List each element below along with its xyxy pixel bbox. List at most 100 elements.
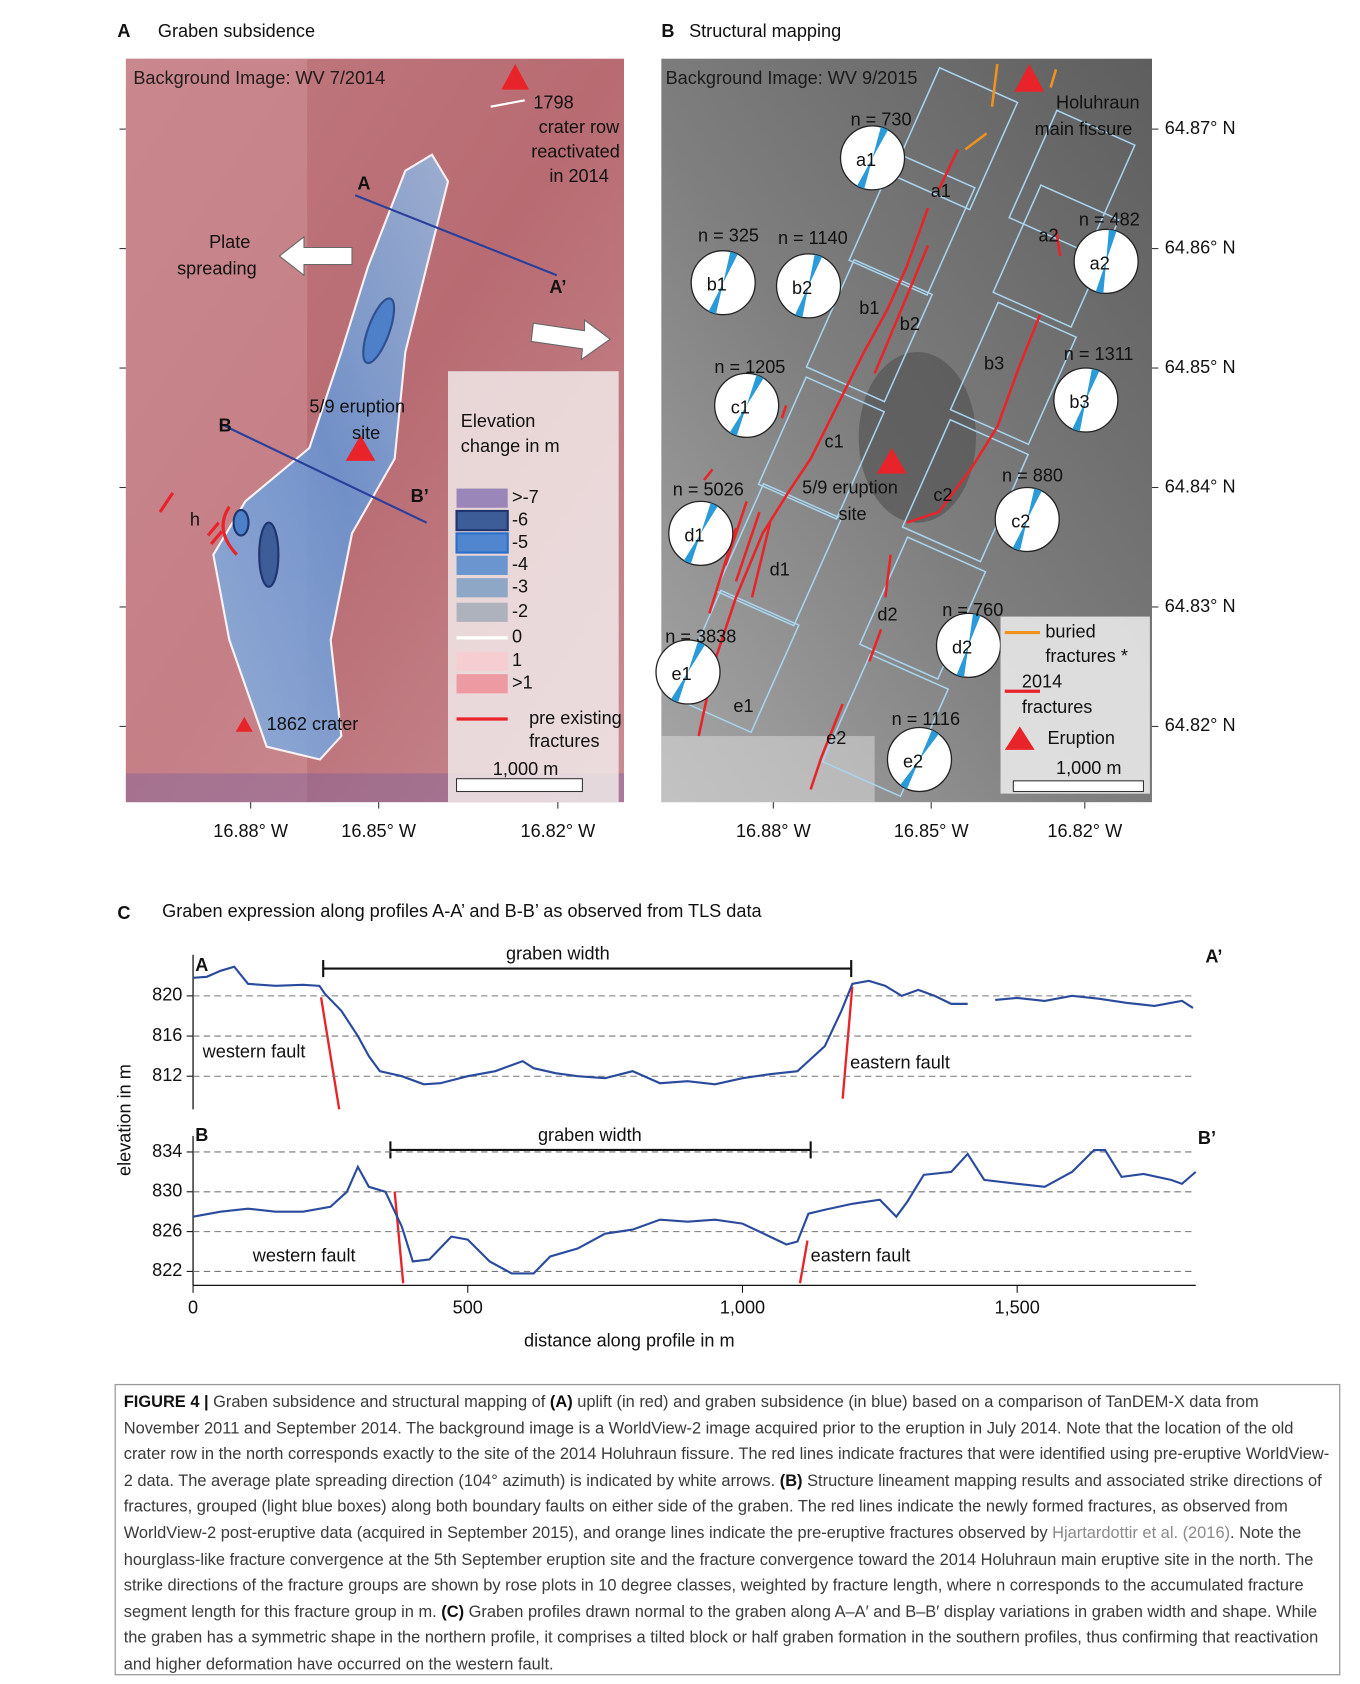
label: 16.88° W <box>213 821 289 841</box>
annotation: western fault <box>252 1245 356 1265</box>
label: 16.85° W <box>341 821 417 841</box>
label: buried <box>1045 621 1095 641</box>
rose-count: n = 760 <box>942 600 1003 620</box>
panel-letter: C <box>117 903 130 923</box>
label: 0 <box>512 627 522 647</box>
caption-frame: FIGURE 4 | Graben subsidence and structu… <box>124 1390 1336 1674</box>
caption-text: Graben subsidence and structural mapping… <box>209 1393 550 1411</box>
subsidence-blob <box>259 523 278 587</box>
label: 2014 <box>1022 671 1062 691</box>
lat-label: 64.82° N <box>1165 715 1236 735</box>
lat-label: 64.85° N <box>1165 357 1236 377</box>
caption-label: FIGURE 4 | <box>124 1393 209 1411</box>
group-label: c1 <box>825 431 844 451</box>
rose-label: d1 <box>684 525 704 545</box>
label: 1862 crater <box>267 714 359 734</box>
panel-title: Graben expression along profiles A-A’ an… <box>162 901 762 921</box>
label: spreading <box>177 259 257 279</box>
label: site <box>352 423 380 443</box>
rose-count: n = 3838 <box>665 627 736 647</box>
label: -5 <box>512 532 528 552</box>
label: fractures * <box>1045 646 1128 666</box>
x-tick-label: 500 <box>453 1298 483 1318</box>
group-label: b2 <box>900 314 920 334</box>
x-axis-label: distance along profile in m <box>524 1331 735 1351</box>
label: fractures <box>529 731 600 751</box>
page: { "panel_a": { "letter": "A", "title": "… <box>0 0 1360 1679</box>
annotation: B’ <box>1198 1128 1216 1148</box>
label: h <box>190 509 200 529</box>
legend-swatch <box>457 533 508 552</box>
scale-bar <box>1013 781 1143 792</box>
annotation: western fault <box>202 1042 306 1062</box>
annotation: A’ <box>1205 947 1222 967</box>
rose-count: n = 730 <box>851 109 912 129</box>
group-label: d1 <box>770 559 790 579</box>
label: 1798 <box>533 92 573 112</box>
legend-swatch <box>457 556 508 575</box>
figure: FIGURE 4 | Graben subsidence and structu… <box>0 0 1360 1679</box>
label: 5/9 eruption <box>309 396 405 416</box>
group-label: e2 <box>826 728 846 748</box>
group-label: e1 <box>733 696 753 716</box>
map-note: Background Image: WV 7/2014 <box>133 68 385 88</box>
x-tick-label: 1,000 <box>720 1298 765 1318</box>
rose-count: n = 325 <box>698 226 759 246</box>
panel-title: Graben subsidence <box>158 21 315 41</box>
label: Eruption <box>1047 728 1115 748</box>
legend-swatch <box>457 578 508 597</box>
label: 5/9 eruption <box>802 477 898 497</box>
label: -3 <box>512 577 528 597</box>
legend-swatch <box>457 489 508 508</box>
label: B <box>219 415 232 435</box>
label: crater row <box>539 117 620 137</box>
label: Plate <box>209 232 250 252</box>
annotation: eastern fault <box>850 1052 950 1072</box>
caption-panel: (A) <box>550 1393 573 1411</box>
lat-label: 64.84° N <box>1165 476 1236 496</box>
label: A’ <box>549 277 566 297</box>
rose-count: n = 1116 <box>892 709 960 729</box>
rose-label: c2 <box>1011 511 1030 531</box>
legend-swatch <box>457 603 508 622</box>
caption-panel: (B) <box>780 1472 803 1490</box>
rose-label: b2 <box>792 278 812 298</box>
profile-line <box>193 967 1193 1085</box>
label: 1,000 m <box>1056 758 1122 778</box>
subsidence-blob <box>234 510 249 536</box>
caption-reference[interactable]: Hjartardottir et al. (2016) <box>1052 1524 1230 1542</box>
label: fractures <box>1022 697 1093 717</box>
rose-count: n = 482 <box>1079 210 1140 230</box>
y-tick-label: 830 <box>152 1181 182 1201</box>
legend-swatch <box>457 511 508 530</box>
y-tick-label: 820 <box>152 985 182 1005</box>
legend-swatch <box>457 652 508 671</box>
label: change in m <box>461 436 560 456</box>
group-label: b1 <box>859 298 879 318</box>
rose-label: b3 <box>1069 392 1089 412</box>
group-label: d2 <box>877 604 897 624</box>
y-tick-label: 834 <box>152 1141 182 1161</box>
group-label: c2 <box>933 485 952 505</box>
y-tick-label: 812 <box>152 1065 182 1085</box>
rose-count: n = 1311 <box>1064 344 1134 364</box>
panel-letter: A <box>117 21 130 41</box>
label: pre existing <box>529 708 622 728</box>
label: in 2014 <box>549 166 608 186</box>
caption-panel: (C) <box>441 1603 464 1621</box>
rose-label: e1 <box>672 664 692 684</box>
label: reactivated <box>531 141 620 161</box>
lat-label: 64.87° N <box>1165 118 1236 138</box>
label: >1 <box>512 673 533 693</box>
lon-label: 16.85° W <box>894 821 970 841</box>
group-label: a2 <box>1038 226 1058 246</box>
rose-label: d2 <box>952 637 972 657</box>
label: Elevation <box>461 411 536 431</box>
label: 1,000 m <box>493 759 559 779</box>
x-tick-label: 1,500 <box>994 1298 1039 1318</box>
label: >-7 <box>512 487 539 507</box>
legend-swatch <box>457 674 508 693</box>
group-label: a1 <box>931 181 951 201</box>
rose-count: n = 880 <box>1002 466 1063 486</box>
caption: FIGURE 4 | Graben subsidence and structu… <box>124 1390 1336 1674</box>
